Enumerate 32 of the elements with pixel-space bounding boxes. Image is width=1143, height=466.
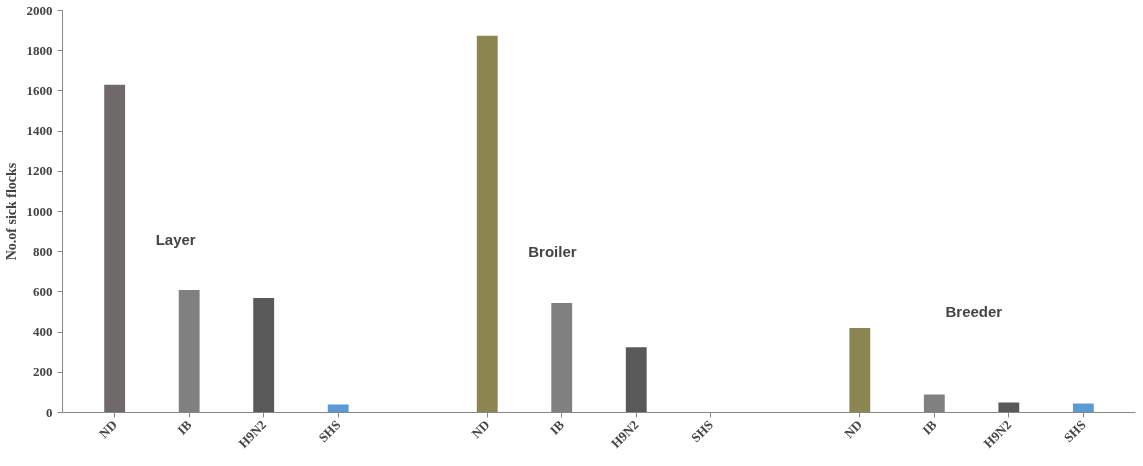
bar xyxy=(998,402,1020,413)
annotation: Layer xyxy=(155,230,196,248)
bar xyxy=(476,35,498,413)
x-tick-label: IB xyxy=(919,416,940,438)
y-tick-label: 1600 xyxy=(26,82,53,98)
y-tick-label: 2000 xyxy=(26,2,53,18)
x-tick-label: SHS xyxy=(1060,417,1089,446)
bar xyxy=(104,84,126,413)
x-tick-label: ND xyxy=(96,417,120,442)
y-tick-label: 400 xyxy=(33,324,53,340)
y-axis-title: No.of sick flocks xyxy=(3,162,19,261)
y-tick-label: 1800 xyxy=(26,42,53,58)
bar xyxy=(625,347,647,413)
y-tick-label: 800 xyxy=(33,243,53,259)
bar xyxy=(849,328,871,413)
y-tick-label: 600 xyxy=(33,283,53,299)
x-tick-label: IB xyxy=(174,416,195,438)
y-tick-label: 1400 xyxy=(26,123,53,139)
x-tick-label: SHS xyxy=(688,417,717,446)
y-tick-label: 1000 xyxy=(26,203,53,219)
bar xyxy=(327,404,349,413)
y-tick-label: 0 xyxy=(46,404,53,420)
annotation: Breeder xyxy=(945,303,1003,321)
x-tick-label: IB xyxy=(546,416,568,438)
y-tick-label: 200 xyxy=(33,364,53,380)
bar xyxy=(253,297,275,413)
x-tick-label: SHS xyxy=(315,417,344,446)
annotation: Broiler xyxy=(528,242,577,260)
y-tick-label: 1200 xyxy=(26,163,53,179)
x-tick-label: ND xyxy=(468,417,493,442)
bar xyxy=(1072,403,1094,413)
x-tick-label: ND xyxy=(841,417,866,442)
